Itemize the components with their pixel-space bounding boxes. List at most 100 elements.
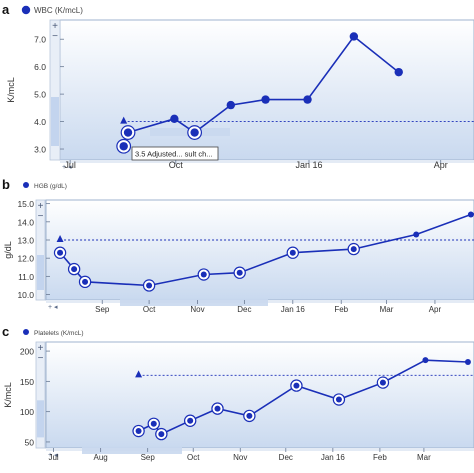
data-point[interactable] bbox=[394, 67, 403, 77]
x-tick-label: Aug bbox=[94, 453, 108, 462]
x-tick-label: Dec bbox=[237, 305, 251, 314]
y-tick-label: 13.0 bbox=[17, 236, 34, 246]
data-point[interactable] bbox=[200, 271, 207, 278]
y-tick-label: 11.0 bbox=[18, 272, 34, 282]
y-tick-label: 5.0 bbox=[34, 90, 46, 100]
data-point[interactable] bbox=[293, 382, 300, 389]
plot-area bbox=[45, 341, 474, 449]
x-tick-label: Oct bbox=[169, 160, 184, 170]
y-tick-label: 6.0 bbox=[34, 62, 46, 72]
data-point[interactable] bbox=[119, 142, 128, 151]
data-point[interactable] bbox=[57, 249, 64, 256]
y-axis-label: K/mcL bbox=[6, 77, 16, 103]
panel-letter: a bbox=[2, 2, 10, 17]
zoom-out-icon[interactable]: − bbox=[38, 353, 44, 364]
y-axis-strip bbox=[35, 199, 46, 301]
x-tick-label: Nov bbox=[233, 453, 247, 462]
panel-b: + − 10.0 11.0 12.0 13.0 14.0 15.0 g/dL + ◂ Sep Oct N… bbox=[0, 172, 474, 320]
data-point[interactable] bbox=[413, 231, 420, 238]
data-point[interactable] bbox=[246, 412, 253, 419]
legend-label: WBC (K/mcL) bbox=[34, 6, 83, 15]
zoom-out-icon[interactable]: − bbox=[38, 211, 44, 222]
x-tick-label: Dec bbox=[279, 453, 293, 462]
y-scroll-thumb[interactable] bbox=[37, 400, 44, 438]
x-tick-label: Jul bbox=[48, 453, 58, 462]
data-point[interactable] bbox=[226, 100, 236, 110]
data-point[interactable] bbox=[261, 95, 270, 104]
legend-label: Platelets (K/mcL) bbox=[34, 330, 84, 337]
pan-controls-icon[interactable]: + ◂ bbox=[62, 164, 72, 171]
y-scroll-thumb[interactable] bbox=[37, 255, 44, 290]
y-scroll-thumb[interactable] bbox=[51, 97, 59, 146]
panel-a: + − 3.0 4.0 5.0 6.0 7.0 K/mcL + ◂ Jul Oct Jan 16 Apr… bbox=[0, 0, 474, 172]
data-point[interactable] bbox=[170, 114, 179, 124]
data-point[interactable] bbox=[214, 405, 221, 412]
x-tick-label: Apr bbox=[434, 160, 448, 170]
data-point[interactable] bbox=[464, 358, 471, 365]
panel-a-svg: +− 3.0 4.0 5.0 6.0 7.0 K/mcL + ◂Jul Oct Jan 16 Apr… bbox=[2, 2, 474, 171]
data-point[interactable] bbox=[71, 266, 78, 273]
y-axis-strip bbox=[49, 19, 61, 161]
x-tick-label: Mar bbox=[417, 453, 431, 462]
data-point[interactable] bbox=[146, 282, 153, 289]
x-tick-label: Oct bbox=[143, 305, 156, 314]
x-tick-label: Mar bbox=[380, 305, 394, 314]
panel-c: + − 50 100 150 200 K/mcL + ◂ Jul Aug Sep Oct Nov Dec J… bbox=[0, 320, 474, 468]
data-point[interactable] bbox=[236, 269, 243, 276]
y-tick-label: 15.0 bbox=[17, 199, 34, 209]
panel-letter: c bbox=[2, 324, 9, 339]
pan-controls-icon[interactable]: + ◂ bbox=[48, 304, 58, 311]
data-point[interactable] bbox=[135, 428, 142, 435]
zoom-in-icon[interactable]: + bbox=[38, 201, 44, 212]
y-tick-label: 150 bbox=[20, 377, 34, 387]
x-tick-label: Apr bbox=[429, 305, 442, 314]
data-point[interactable] bbox=[335, 396, 342, 403]
panel-c-svg: +− 50 100 150 200 K/mcL + ◂Jul Aug Sep Oct Nov Dec J… bbox=[2, 324, 474, 462]
reference-marker bbox=[120, 116, 128, 124]
y-tick-label: 12.0 bbox=[17, 254, 34, 264]
x-scroll-thumb[interactable] bbox=[82, 446, 182, 454]
legend-marker bbox=[23, 182, 29, 188]
x-axis-strip bbox=[60, 160, 474, 163]
data-point[interactable] bbox=[350, 246, 357, 253]
data-point[interactable] bbox=[422, 357, 429, 364]
y-tick-label: 7.0 bbox=[34, 35, 46, 45]
plot-area bbox=[45, 199, 474, 301]
x-tick-label: Oct bbox=[187, 453, 200, 462]
y-tick-label: 50 bbox=[25, 437, 35, 447]
zoom-out-icon[interactable]: − bbox=[52, 31, 58, 42]
x-tick-label: Jan 16 bbox=[281, 305, 306, 314]
data-point[interactable] bbox=[190, 128, 199, 137]
data-point[interactable] bbox=[82, 278, 89, 285]
y-tick-label: 200 bbox=[20, 347, 34, 357]
y-axis-label: K/mcL bbox=[3, 382, 13, 408]
data-point[interactable] bbox=[379, 379, 386, 386]
tooltip-text: 3.5 Adjusted... sult ch... bbox=[135, 150, 213, 159]
x-tick-label: Sep bbox=[95, 305, 110, 314]
reference-marker bbox=[135, 370, 143, 378]
y-tick-label: 4.0 bbox=[34, 117, 46, 127]
legend-label: HGB (g/dL) bbox=[34, 183, 67, 190]
x-scroll-thumb[interactable] bbox=[120, 298, 268, 306]
x-tick-label: Jul bbox=[64, 160, 76, 170]
zoom-in-icon[interactable]: + bbox=[52, 21, 58, 32]
data-point[interactable] bbox=[187, 417, 194, 424]
reference-marker bbox=[56, 235, 64, 242]
x-tick-label: Nov bbox=[190, 305, 204, 314]
y-tick-label: 3.0 bbox=[34, 145, 46, 155]
y-tick-label: 10.0 bbox=[17, 290, 34, 300]
y-tick-label: 100 bbox=[20, 407, 34, 417]
data-point[interactable] bbox=[303, 95, 312, 104]
x-axis-strip bbox=[46, 448, 474, 451]
data-point[interactable] bbox=[158, 431, 165, 438]
tooltip-box bbox=[131, 146, 219, 161]
data-point[interactable] bbox=[150, 420, 157, 427]
data-point[interactable] bbox=[289, 249, 296, 256]
y-tick-label: 14.0 bbox=[17, 217, 34, 227]
pan-controls-icon[interactable]: + ◂ bbox=[48, 452, 58, 459]
data-point[interactable] bbox=[123, 128, 133, 137]
data-point[interactable] bbox=[349, 32, 359, 41]
zoom-in-icon[interactable]: + bbox=[38, 343, 44, 354]
x-tick-label: Jan 16 bbox=[321, 453, 346, 462]
data-point[interactable] bbox=[467, 211, 474, 218]
